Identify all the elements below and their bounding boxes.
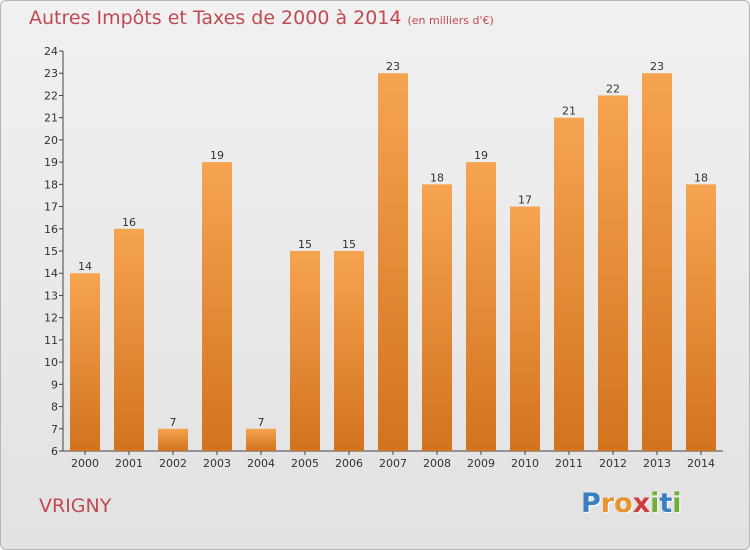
x-tick-label: 2006 — [335, 457, 363, 470]
bar — [290, 251, 320, 451]
y-tick-label: 18 — [44, 178, 58, 191]
y-tick-label: 7 — [51, 423, 58, 436]
y-tick-label: 14 — [44, 267, 58, 280]
x-tick-label: 2004 — [247, 457, 275, 470]
x-tick-label: 2013 — [643, 457, 671, 470]
logo-letter: i — [650, 488, 660, 519]
data-label: 16 — [122, 216, 136, 229]
proxiti-logo: Proxiti — [581, 488, 682, 519]
data-label: 21 — [562, 105, 576, 118]
data-label: 19 — [474, 149, 488, 162]
data-label: 7 — [258, 416, 265, 429]
y-tick-label: 20 — [44, 134, 58, 147]
data-label: 23 — [650, 60, 664, 73]
x-tick-label: 2011 — [555, 457, 583, 470]
data-label: 18 — [694, 171, 708, 184]
bar — [686, 184, 716, 452]
bar — [598, 95, 628, 451]
bar — [466, 162, 496, 451]
location-label: VRIGNY — [39, 495, 112, 517]
bar — [70, 273, 100, 451]
logo-letter: t — [659, 488, 673, 519]
chart-title: Autres Impôts et Taxes de 2000 à 2014 (en… — [29, 7, 494, 29]
bar — [114, 228, 144, 451]
y-tick-label: 9 — [51, 378, 58, 391]
y-tick-label: 11 — [44, 334, 58, 347]
logo-letter: r — [600, 488, 615, 519]
x-tick-label: 2003 — [203, 457, 231, 470]
x-tick-label: 2007 — [379, 457, 407, 470]
x-tick-label: 2008 — [423, 457, 451, 470]
data-label: 17 — [518, 194, 532, 207]
y-tick-label: 8 — [51, 401, 58, 414]
x-tick-label: 2001 — [115, 457, 143, 470]
bar — [554, 117, 584, 452]
logo-letter: i — [672, 488, 682, 519]
x-tick-label: 2000 — [71, 457, 99, 470]
bar — [202, 162, 232, 451]
bars-group — [70, 73, 716, 452]
y-tick-label: 19 — [44, 156, 58, 169]
data-label: 7 — [170, 416, 177, 429]
bar — [378, 73, 408, 451]
bar — [158, 428, 188, 451]
bar — [510, 206, 540, 451]
x-tick-label: 2014 — [687, 457, 715, 470]
y-tick-label: 6 — [51, 445, 58, 458]
x-tick-label: 2010 — [511, 457, 539, 470]
y-tick-label: 17 — [44, 201, 58, 214]
data-label: 22 — [606, 82, 620, 95]
labels-group: 2000 14 2001 16 2002 7 2003 19 2004 7 2005 15 2006 15… — [71, 60, 715, 470]
data-label: 15 — [298, 238, 312, 251]
y-tick-label: 16 — [44, 223, 58, 236]
y-tick-label: 10 — [44, 356, 58, 369]
data-label: 18 — [430, 171, 444, 184]
y-tick-label: 13 — [44, 289, 58, 302]
bar — [334, 251, 364, 451]
y-tick-label: 24 — [44, 45, 58, 58]
y-tick-label: 23 — [44, 67, 58, 80]
bar — [246, 428, 276, 451]
y-tick-label: 12 — [44, 312, 58, 325]
data-label: 23 — [386, 60, 400, 73]
logo-letter: x — [632, 488, 651, 519]
x-tick-label: 2009 — [467, 457, 495, 470]
x-tick-label: 2002 — [159, 457, 187, 470]
bar — [422, 184, 452, 452]
data-label: 15 — [342, 238, 356, 251]
x-tick-label: 2005 — [291, 457, 319, 470]
y-tick-label: 22 — [44, 89, 58, 102]
logo-letter: P — [581, 488, 601, 519]
data-label: 14 — [78, 260, 92, 273]
y-tick-label: 21 — [44, 112, 58, 125]
data-label: 19 — [210, 149, 224, 162]
x-tick-label: 2012 — [599, 457, 627, 470]
logo-letter: o — [614, 488, 633, 519]
bar — [642, 73, 672, 451]
chart-subtitle: (en milliers d'€) — [407, 14, 494, 27]
y-tick-label: 15 — [44, 245, 58, 258]
title-text: Autres Impôts et Taxes de 2000 à 2014 — [29, 7, 402, 29]
